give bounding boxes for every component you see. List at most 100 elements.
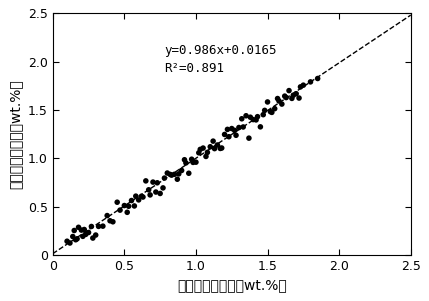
Point: [114, 200, 121, 205]
Point: [104, 213, 111, 218]
Point: [278, 102, 285, 107]
Point: [288, 96, 295, 101]
Point: [161, 176, 168, 181]
Point: [275, 99, 282, 104]
Point: [267, 109, 274, 114]
Y-axis label: 计算有机碳含量（wt.%）: 计算有机碳含量（wt.%）: [8, 79, 22, 189]
Point: [164, 171, 171, 175]
Point: [190, 160, 196, 165]
Point: [154, 180, 161, 185]
Point: [75, 225, 82, 230]
Point: [174, 177, 181, 182]
Point: [121, 203, 128, 208]
Point: [307, 79, 314, 84]
Point: [257, 124, 264, 129]
Point: [181, 157, 188, 162]
Point: [195, 150, 202, 155]
Point: [245, 136, 252, 141]
Point: [152, 190, 159, 194]
Point: [286, 88, 293, 93]
Point: [224, 127, 231, 132]
Point: [226, 134, 233, 139]
Point: [147, 193, 154, 197]
Point: [293, 91, 299, 96]
Point: [274, 96, 281, 101]
Point: [207, 144, 214, 149]
Point: [182, 160, 189, 165]
Text: R²=0.891: R²=0.891: [164, 62, 224, 75]
Point: [228, 126, 235, 131]
Point: [199, 146, 206, 150]
Point: [100, 224, 106, 228]
Point: [128, 198, 135, 203]
Point: [188, 157, 195, 162]
Point: [260, 112, 267, 117]
Point: [167, 172, 174, 177]
Point: [157, 191, 163, 196]
Point: [214, 143, 221, 147]
Point: [236, 125, 242, 130]
Point: [296, 96, 302, 101]
Point: [150, 180, 157, 185]
Point: [117, 208, 124, 213]
Point: [74, 236, 81, 241]
Point: [243, 113, 250, 118]
Point: [250, 117, 257, 122]
Point: [178, 168, 185, 173]
Point: [253, 117, 260, 122]
Point: [69, 234, 76, 239]
Point: [79, 234, 86, 239]
Point: [218, 146, 225, 150]
Point: [297, 85, 304, 89]
Point: [66, 240, 73, 245]
Point: [185, 171, 192, 176]
Point: [142, 178, 149, 183]
Point: [95, 224, 102, 229]
Point: [202, 154, 209, 159]
Point: [131, 203, 138, 208]
Point: [193, 160, 199, 165]
Point: [89, 236, 96, 240]
Point: [171, 172, 178, 177]
Point: [139, 195, 146, 200]
Point: [78, 228, 85, 233]
X-axis label: 实测有机碳含量（wt.%）: 实测有机碳含量（wt.%）: [177, 279, 287, 293]
Point: [145, 188, 152, 192]
Point: [133, 194, 139, 199]
Point: [283, 95, 290, 100]
Point: [239, 116, 245, 121]
Point: [240, 125, 247, 129]
Point: [210, 139, 217, 144]
Point: [138, 194, 145, 199]
Point: [314, 76, 321, 81]
Point: [247, 115, 254, 119]
Point: [231, 128, 238, 133]
Point: [211, 146, 218, 151]
Point: [197, 147, 204, 152]
Point: [125, 204, 132, 209]
Point: [264, 100, 271, 104]
Point: [72, 237, 79, 242]
Point: [82, 232, 89, 237]
Point: [281, 94, 288, 98]
Point: [71, 228, 78, 233]
Point: [261, 108, 268, 113]
Point: [233, 133, 239, 138]
Point: [269, 110, 275, 115]
Point: [160, 185, 166, 190]
Point: [81, 227, 88, 232]
Point: [92, 233, 99, 237]
Point: [221, 132, 228, 137]
Point: [271, 106, 278, 111]
Point: [135, 197, 142, 202]
Point: [175, 172, 182, 176]
Point: [254, 114, 261, 119]
Point: [204, 150, 211, 155]
Point: [217, 146, 224, 151]
Point: [109, 219, 116, 224]
Point: [168, 173, 175, 178]
Point: [63, 239, 70, 244]
Point: [88, 224, 95, 229]
Point: [85, 230, 92, 235]
Point: [124, 210, 131, 215]
